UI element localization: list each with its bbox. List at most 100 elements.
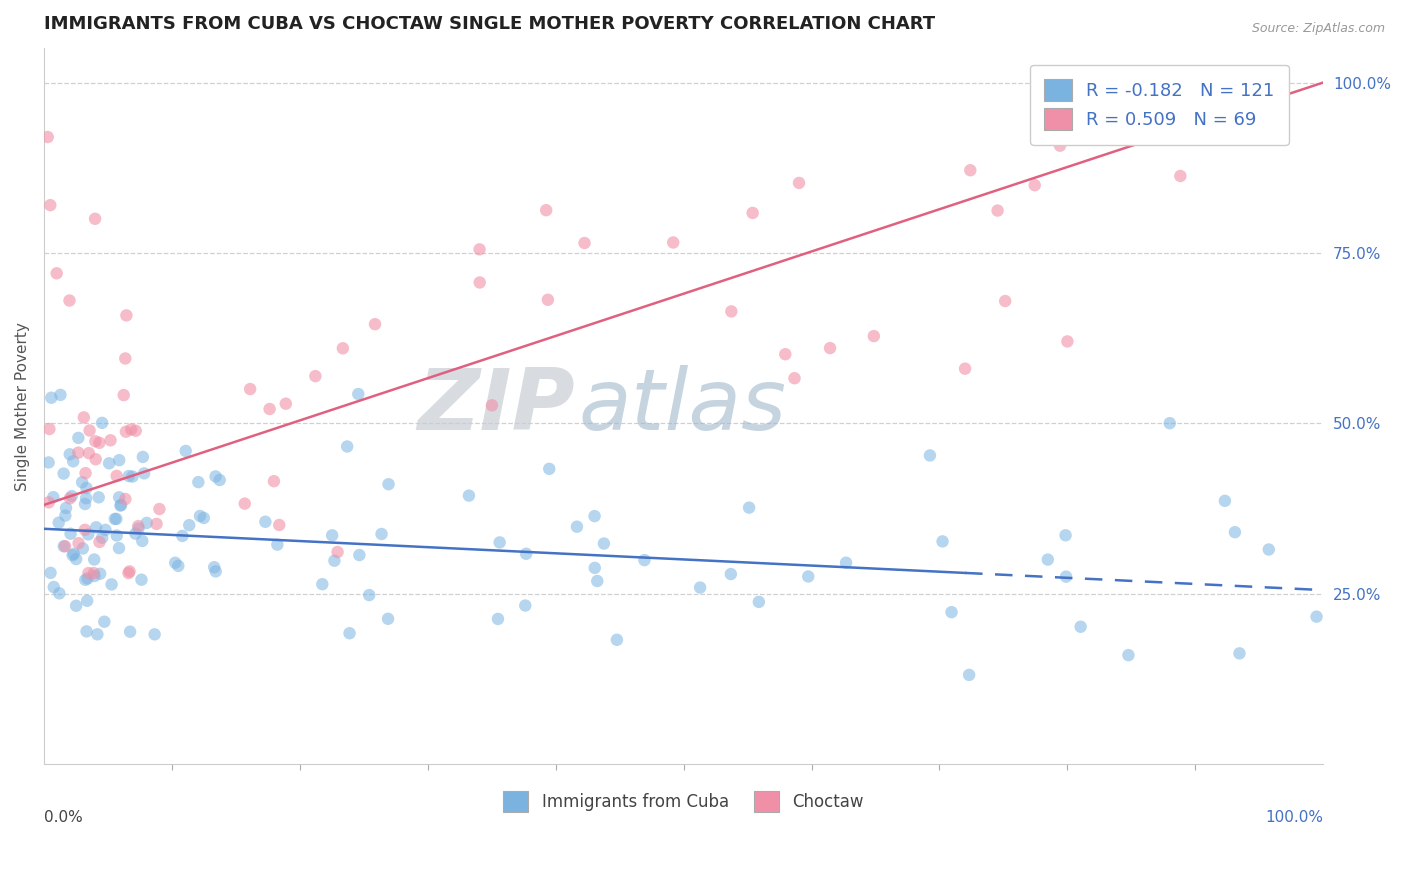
Point bbox=[115, 309, 138, 323]
Point bbox=[835, 556, 858, 570]
Point bbox=[987, 203, 1010, 218]
Point bbox=[741, 206, 763, 220]
Point bbox=[72, 541, 94, 556]
Point bbox=[565, 519, 588, 533]
Point bbox=[76, 481, 98, 495]
Point bbox=[304, 369, 326, 384]
Point bbox=[62, 454, 84, 468]
Point bbox=[77, 566, 100, 580]
Point bbox=[468, 243, 491, 257]
Point bbox=[167, 558, 190, 573]
Point bbox=[193, 511, 215, 525]
Point bbox=[941, 605, 963, 619]
Text: atlas: atlas bbox=[579, 365, 787, 448]
Point bbox=[959, 163, 981, 178]
Text: 0.0%: 0.0% bbox=[44, 810, 83, 825]
Point bbox=[148, 502, 170, 516]
Point bbox=[115, 425, 138, 439]
Point bbox=[73, 497, 96, 511]
Point bbox=[89, 435, 111, 450]
Point bbox=[89, 566, 111, 581]
Point bbox=[84, 211, 107, 226]
Point bbox=[105, 512, 128, 526]
Point bbox=[108, 541, 131, 555]
Point bbox=[321, 528, 343, 542]
Point bbox=[38, 455, 60, 469]
Point bbox=[37, 130, 59, 145]
Y-axis label: Single Mother Poverty: Single Mother Poverty bbox=[15, 322, 30, 491]
Point bbox=[42, 490, 65, 504]
Point bbox=[65, 552, 87, 566]
Point bbox=[1216, 76, 1239, 90]
Point bbox=[134, 467, 156, 481]
Point bbox=[486, 612, 509, 626]
Point bbox=[1257, 542, 1279, 557]
Point bbox=[120, 422, 142, 436]
Point bbox=[1056, 334, 1078, 349]
Point bbox=[79, 424, 101, 438]
Point bbox=[59, 447, 82, 461]
Point bbox=[377, 612, 399, 626]
Point bbox=[662, 235, 685, 250]
Point bbox=[633, 553, 655, 567]
Point bbox=[118, 469, 141, 483]
Point bbox=[52, 539, 75, 553]
Point bbox=[326, 545, 349, 559]
Point bbox=[128, 522, 150, 536]
Point bbox=[100, 577, 122, 591]
Point bbox=[515, 599, 537, 613]
Point bbox=[76, 594, 98, 608]
Point bbox=[468, 276, 491, 290]
Point bbox=[53, 508, 76, 523]
Point bbox=[77, 446, 100, 460]
Point bbox=[124, 526, 146, 541]
Point bbox=[42, 580, 65, 594]
Point bbox=[537, 293, 560, 307]
Point bbox=[112, 388, 135, 402]
Point bbox=[323, 554, 346, 568]
Point bbox=[132, 450, 155, 464]
Point bbox=[55, 500, 77, 515]
Point bbox=[720, 304, 742, 318]
Point bbox=[131, 533, 153, 548]
Point bbox=[233, 497, 256, 511]
Point bbox=[534, 203, 557, 218]
Point bbox=[108, 453, 131, 467]
Point bbox=[105, 469, 128, 483]
Point bbox=[120, 624, 142, 639]
Point bbox=[131, 573, 153, 587]
Text: ZIP: ZIP bbox=[418, 365, 575, 448]
Point bbox=[62, 548, 84, 562]
Point bbox=[458, 489, 481, 503]
Point bbox=[1054, 569, 1077, 583]
Point bbox=[59, 491, 82, 506]
Point bbox=[370, 527, 392, 541]
Point bbox=[93, 615, 115, 629]
Point bbox=[538, 462, 561, 476]
Point bbox=[38, 422, 60, 436]
Point bbox=[118, 565, 141, 579]
Point bbox=[48, 586, 70, 600]
Point bbox=[349, 548, 371, 562]
Point bbox=[606, 632, 628, 647]
Point bbox=[83, 566, 105, 580]
Point bbox=[239, 382, 262, 396]
Point bbox=[172, 529, 194, 543]
Point bbox=[76, 624, 98, 639]
Point bbox=[84, 434, 107, 449]
Point bbox=[188, 508, 211, 523]
Point bbox=[179, 518, 201, 533]
Point bbox=[269, 518, 291, 533]
Point bbox=[1070, 620, 1092, 634]
Point bbox=[125, 424, 148, 438]
Point bbox=[204, 565, 226, 579]
Point bbox=[83, 552, 105, 566]
Point bbox=[254, 515, 277, 529]
Point bbox=[52, 467, 75, 481]
Point bbox=[60, 489, 83, 503]
Point bbox=[787, 176, 810, 190]
Point bbox=[63, 547, 86, 561]
Point bbox=[73, 523, 96, 537]
Point bbox=[145, 516, 167, 531]
Point bbox=[59, 526, 82, 541]
